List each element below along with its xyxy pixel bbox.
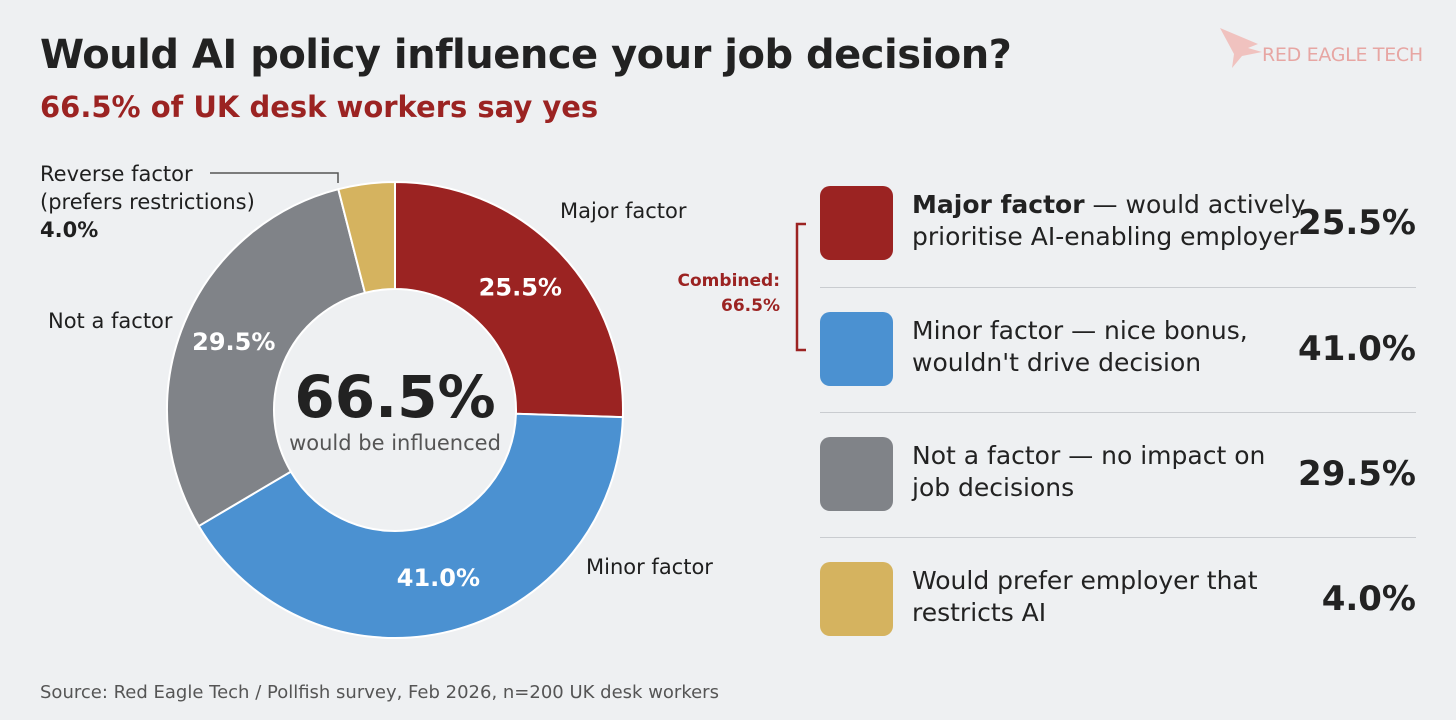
annotation-value: 66.5% bbox=[721, 296, 780, 316]
separator bbox=[820, 287, 1416, 288]
legend-text: Major factor — would actively prioritise … bbox=[912, 189, 1307, 253]
leader-line bbox=[210, 172, 339, 183]
legend-detail: Would prefer employer that restricts AI bbox=[912, 566, 1258, 627]
legend-value: 29.5% bbox=[1298, 454, 1416, 494]
chart-title: Would AI policy influence your job decis… bbox=[40, 32, 1012, 78]
donut-chart: 25.5% 41.0% 29.5% bbox=[166, 172, 624, 639]
legend-swatch bbox=[820, 186, 893, 260]
center-value: 66.5% bbox=[294, 363, 496, 431]
legend-swatch bbox=[820, 312, 893, 386]
separator bbox=[820, 537, 1416, 538]
donut-slice bbox=[337, 180, 396, 295]
slice-value-label: 29.5% bbox=[192, 328, 275, 356]
legend-detail: — would actively prioritise AI-enabling … bbox=[912, 190, 1306, 251]
legend-swatch bbox=[820, 437, 893, 511]
legend-detail: Not a factor — no impact on job decision… bbox=[912, 441, 1266, 502]
slice-value-label: 4.0% bbox=[40, 218, 99, 242]
source-note: Source: Red Eagle Tech / Pollfish survey… bbox=[40, 682, 719, 703]
legend-text: Minor factor — nice bonus, wouldn't driv… bbox=[912, 315, 1307, 379]
brand-logo bbox=[1220, 28, 1262, 68]
legend-swatch bbox=[820, 562, 893, 636]
slice-category-label: Reverse factor (prefers restrictions) bbox=[40, 162, 255, 214]
chart-subtitle: 66.5% of UK desk workers say yes bbox=[40, 90, 599, 124]
legend-value: 25.5% bbox=[1298, 203, 1416, 243]
slice-category-label: Not a factor bbox=[48, 309, 173, 333]
legend-value: 41.0% bbox=[1298, 329, 1416, 369]
separator bbox=[820, 412, 1416, 413]
donut-slice bbox=[166, 187, 367, 528]
donut-slice bbox=[197, 412, 624, 639]
combined-bracket bbox=[795, 222, 806, 352]
legend-detail: Minor factor — nice bonus, wouldn't driv… bbox=[912, 316, 1248, 377]
legend-value: 4.0% bbox=[1321, 579, 1416, 619]
slice-value-label: 25.5% bbox=[479, 274, 562, 302]
legend-text: Not a factor — no impact on job decision… bbox=[912, 440, 1307, 504]
annotation-label: Combined: bbox=[677, 271, 780, 291]
center-label: would be influenced bbox=[289, 431, 501, 455]
donut-slice bbox=[394, 180, 624, 419]
legend-text: Would prefer employer that restricts AI bbox=[912, 565, 1307, 629]
slice-value-label: 41.0% bbox=[397, 564, 480, 592]
legend-label: Major factor bbox=[912, 190, 1085, 219]
brand-name: RED EAGLE TECH bbox=[1262, 44, 1423, 66]
slice-category-label: Minor factor bbox=[586, 555, 713, 579]
slice-category-label: Major factor bbox=[560, 199, 687, 223]
